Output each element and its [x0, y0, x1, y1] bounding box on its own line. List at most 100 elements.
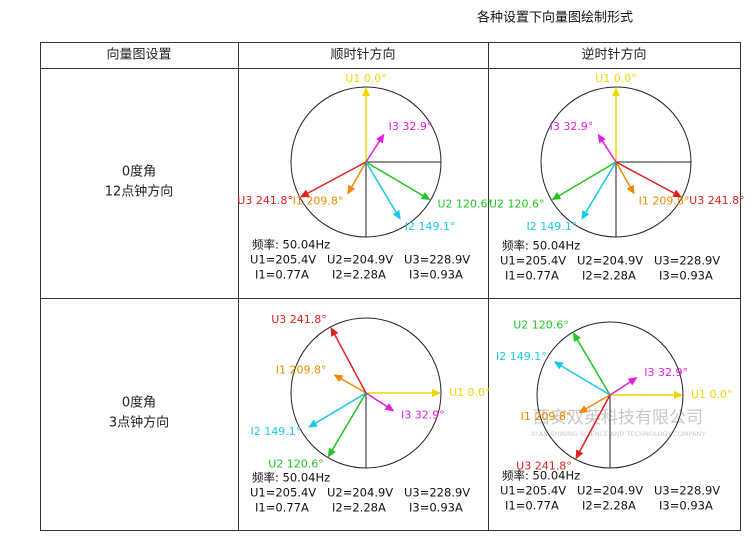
- voltage-reading: U3=228.9V: [404, 486, 470, 500]
- phasor-label: U2 120.6°: [268, 457, 324, 470]
- header-cell: 顺时针方向: [330, 47, 395, 63]
- voltage-reading: U2=204.9V: [327, 486, 393, 500]
- setting-cell: 3点钟方向: [109, 415, 169, 431]
- phasor-label: I3 32.9°: [389, 120, 433, 133]
- phasor-label: I2 149.1°: [496, 350, 547, 363]
- phasor-label: U3 241.8°: [271, 313, 327, 326]
- phasor-arrow: [365, 139, 382, 163]
- phasor-arrow: [333, 332, 367, 394]
- arrow-head: [553, 361, 564, 370]
- arrow-head: [376, 133, 385, 144]
- current-reading: I1=0.77A: [255, 268, 309, 282]
- arrow-head: [597, 133, 606, 144]
- phasor-arrow: [313, 392, 367, 425]
- setting-cell: 0度角: [122, 164, 156, 180]
- phasor-arrow: [615, 161, 677, 195]
- phasor-label: U2 120.6°: [513, 318, 569, 331]
- arrow-head: [420, 192, 431, 201]
- current-reading: I3=0.93A: [409, 268, 463, 282]
- phasor-label: I3 32.9°: [550, 120, 594, 133]
- arrow-head: [392, 210, 401, 220]
- arrow-head: [327, 447, 336, 458]
- voltage-reading: U3=228.9V: [654, 484, 720, 498]
- current-reading: I3=0.93A: [659, 269, 713, 283]
- arrow-head: [627, 377, 638, 386]
- current-reading: I2=2.28A: [332, 268, 386, 282]
- voltage-reading: U3=228.9V: [404, 253, 470, 267]
- header-cell: 向量图设置: [106, 47, 171, 63]
- frequency: 频率: 50.04Hz: [252, 471, 330, 485]
- arrow-head: [347, 184, 356, 195]
- arrow-head: [330, 326, 339, 337]
- phasor-label: U1 0.0°: [691, 388, 733, 401]
- phasor-arrow: [609, 380, 633, 396]
- arrow-head: [575, 449, 584, 460]
- phasor-arrow: [600, 139, 617, 163]
- phasor-label: U1 0.0°: [345, 72, 387, 85]
- arrow-head: [612, 87, 620, 96]
- current-reading: I1=0.77A: [255, 501, 309, 515]
- current-reading: I3=0.93A: [659, 499, 713, 513]
- phasor-label: U3 241.8°: [237, 194, 293, 207]
- frequency: 频率: 50.04Hz: [252, 238, 330, 252]
- phasor-label: I2 149.1°: [405, 220, 456, 233]
- current-reading: I2=2.28A: [582, 269, 636, 283]
- phasor-label: U2 120.6°: [437, 197, 493, 210]
- arrow-head: [333, 374, 344, 383]
- phasor-arrow: [350, 161, 367, 189]
- voltage-reading: U1=205.4V: [250, 486, 316, 500]
- arrow-head: [674, 391, 683, 399]
- phasor-arrow: [578, 394, 611, 454]
- voltage-reading: U2=204.9V: [327, 253, 393, 267]
- phasor-label: I3 32.9°: [644, 366, 688, 379]
- arrow-head: [578, 405, 589, 414]
- voltage-reading: U2=204.9V: [577, 484, 643, 498]
- header-cell: 逆时针方向: [581, 47, 646, 63]
- table-grid: [40, 42, 741, 531]
- frequency: 频率: 50.04Hz: [502, 239, 580, 253]
- arrow-head: [299, 189, 310, 198]
- phasor-label: U3 241.8°: [516, 459, 572, 472]
- phasor-arrow: [584, 394, 611, 411]
- phasor-label: I1 209.8°: [276, 363, 327, 376]
- voltage-reading: U1=205.4V: [500, 484, 566, 498]
- phasor-arrow: [339, 377, 367, 394]
- phasor-arrow: [330, 392, 367, 452]
- phasor-arrow: [615, 161, 632, 189]
- setting-cell: 12点钟方向: [105, 184, 174, 200]
- arrow-head: [432, 389, 441, 397]
- watermark: 西安双英科技有限公司: [533, 408, 703, 428]
- arrow-head: [626, 184, 635, 195]
- current-reading: I1=0.77A: [505, 499, 559, 513]
- watermark-english: XI'AN SHINING SCIENCE AND TECHNOLOGY COM…: [531, 430, 706, 438]
- phasor-arrow: [365, 161, 398, 215]
- voltage-reading: U3=228.9V: [654, 254, 720, 268]
- phasor-arrow: [559, 364, 611, 396]
- arrow-head: [551, 192, 562, 201]
- phasor-label: I1 209.8°: [293, 194, 344, 207]
- phasor-arrow: [575, 337, 611, 396]
- phasor-arrow: [365, 161, 425, 198]
- arrow-head: [308, 419, 318, 428]
- arrow-head: [384, 403, 395, 412]
- arrow-head: [362, 87, 370, 96]
- frequency: 频率: 50.04Hz: [502, 469, 580, 483]
- arrow-head: [672, 189, 683, 198]
- setting-cell: 0度角: [122, 395, 156, 411]
- phasor-label: I1 209.8°: [521, 410, 572, 423]
- phasor-arrow: [557, 161, 617, 198]
- current-reading: I2=2.28A: [582, 499, 636, 513]
- arrow-head: [572, 332, 581, 342]
- arrow-head: [581, 210, 590, 220]
- title: 各种设置下向量图绘制形式: [477, 10, 633, 26]
- voltage-reading: U1=205.4V: [500, 254, 566, 268]
- phasor-arrow: [305, 161, 367, 195]
- current-reading: I1=0.77A: [505, 269, 559, 283]
- phasor-label: U3 241.8°: [689, 194, 745, 207]
- phasor-label: I2 149.1°: [526, 220, 577, 233]
- phasor-arrow: [365, 392, 389, 409]
- phasor-label: I2 149.1°: [250, 425, 301, 438]
- phasor-label: U1 0.0°: [595, 72, 637, 85]
- voltage-reading: U2=204.9V: [577, 254, 643, 268]
